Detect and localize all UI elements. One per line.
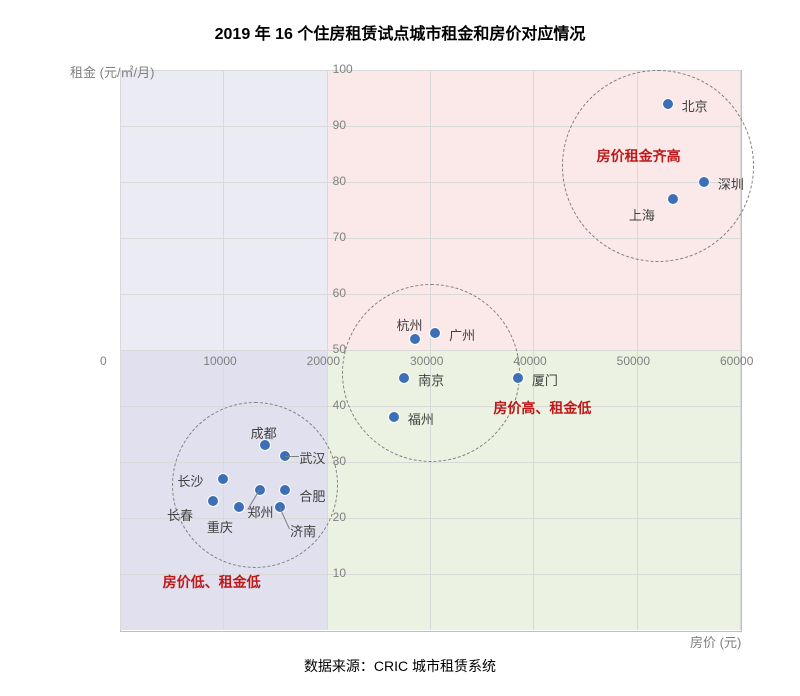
ytick: 100	[333, 62, 353, 76]
ytick: 90	[333, 118, 346, 132]
chart-source: 数据来源：CRIC 城市租赁系统	[0, 656, 800, 676]
point-label: 郑州	[248, 502, 274, 521]
annotation: 房价高、租金低	[493, 398, 591, 418]
x-axis-label: 房价 (元)	[690, 632, 741, 651]
point-label: 合肥	[299, 486, 325, 505]
xtick: 20000	[307, 354, 347, 368]
data-point	[698, 176, 710, 188]
ytick: 80	[333, 174, 346, 188]
leader-line	[285, 456, 299, 457]
cluster-circle	[562, 70, 754, 262]
point-label: 济南	[290, 521, 316, 540]
point-label: 福州	[408, 409, 434, 428]
point-label: 广州	[449, 325, 475, 344]
point-label: 长春	[167, 505, 193, 524]
xtick: 60000	[720, 354, 760, 368]
data-point	[388, 411, 400, 423]
point-label: 杭州	[397, 315, 423, 334]
point-label: 厦门	[532, 370, 558, 389]
point-label: 长沙	[177, 471, 203, 490]
point-label: 上海	[629, 205, 655, 224]
ytick: 10	[333, 566, 346, 580]
y-axis-label: 租金 (元/㎡/月)	[70, 62, 155, 81]
point-label: 北京	[682, 96, 708, 115]
point-label: 重庆	[207, 517, 233, 536]
point-label: 深圳	[718, 174, 744, 193]
ytick: 40	[333, 398, 346, 412]
data-point	[667, 193, 679, 205]
ytick: 20	[333, 510, 346, 524]
data-point	[662, 98, 674, 110]
ytick: 70	[333, 230, 346, 244]
xtick: 0	[100, 354, 140, 368]
data-point	[512, 372, 524, 384]
xtick: 50000	[617, 354, 657, 368]
data-point	[409, 333, 421, 345]
data-point	[233, 501, 245, 513]
annotation: 房价低、租金低	[163, 572, 261, 592]
xtick: 10000	[203, 354, 243, 368]
point-label: 南京	[418, 370, 444, 389]
point-label: 成都	[251, 423, 277, 442]
point-label: 武汉	[299, 448, 325, 467]
ytick: 60	[333, 286, 346, 300]
chart-title: 2019 年 16 个住房租赁试点城市租金和房价对应情况	[0, 20, 800, 44]
annotation: 房价租金齐高	[597, 146, 681, 166]
